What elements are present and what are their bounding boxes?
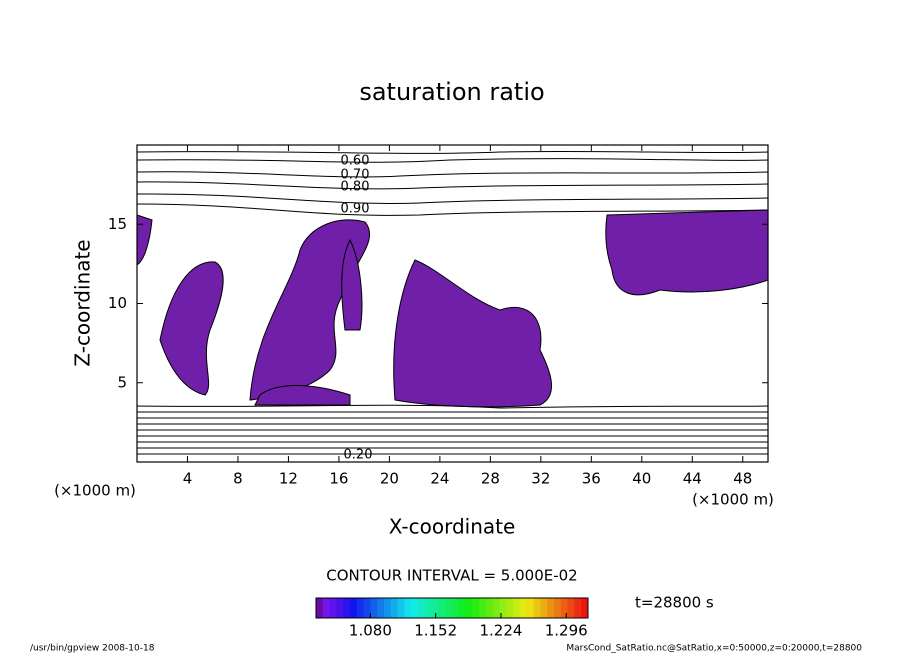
contour-label: 0.90 <box>341 202 370 217</box>
colorbar-cell <box>411 598 419 618</box>
colorbar-cell <box>384 598 392 618</box>
x-tick-label: 24 <box>430 470 449 488</box>
x-axis-label: X-coordinate <box>389 515 516 539</box>
colorbar-cell <box>520 598 528 618</box>
colorbar-cell <box>424 598 433 618</box>
colorbar-cell <box>458 598 467 618</box>
footer-left: /usr/bin/gpview 2008-10-18 <box>30 644 155 654</box>
colorbar-cell <box>574 598 582 618</box>
time-label: t=28800 s <box>635 594 714 612</box>
colorbar-cell <box>479 598 487 618</box>
colorbar-cell <box>343 598 351 618</box>
y-tick-label: 10 <box>108 294 127 312</box>
y-tick-label: 15 <box>108 215 127 233</box>
colorbar-tick-label: 1.296 <box>545 622 588 640</box>
colorbar-cell <box>329 598 337 618</box>
colorbar-cell <box>513 598 521 618</box>
colorbar-cell <box>445 598 453 618</box>
colorbar-cell <box>336 598 344 618</box>
contour-label: 0.60 <box>341 154 370 169</box>
contour-label: 0.70 <box>341 168 370 183</box>
colorbar-cell <box>567 598 575 618</box>
x-tick-label: 16 <box>329 470 348 488</box>
y-axis-label: Z-coordinate <box>71 239 95 366</box>
contour-lines <box>136 150 769 455</box>
colorbar-cell <box>560 598 569 618</box>
colorbar-cell <box>472 598 480 618</box>
colorbar-cell <box>581 598 589 618</box>
x-tick-label: 36 <box>582 470 601 488</box>
contour-label: 0.20 <box>344 448 373 463</box>
x-tick-label: 28 <box>481 470 500 488</box>
colorbar-frame <box>315 597 589 619</box>
colorbar-cell <box>492 598 501 618</box>
y-tick-label: 5 <box>117 373 127 391</box>
footer-right: MarsCond_SatRatio.nc@SatRatio,x=0:50000,… <box>566 644 862 654</box>
colorbar-cell <box>540 598 548 618</box>
colorbar-cell <box>465 598 473 618</box>
colorbar-cell <box>547 598 555 618</box>
colorbar-cell <box>431 598 439 618</box>
colorbar-cell <box>370 598 378 618</box>
colorbar-cell <box>486 598 494 618</box>
colorbar-cell <box>390 598 399 618</box>
colorbar-tick-label: 1.152 <box>414 622 457 640</box>
colorbar-cell <box>363 598 371 618</box>
x-tick-label: 20 <box>380 470 399 488</box>
colorbar-tick-label: 1.080 <box>349 622 392 640</box>
colorbar-tick-label: 1.224 <box>479 622 522 640</box>
colorbar-cell <box>350 598 358 618</box>
x-tick-label: 48 <box>733 470 752 488</box>
colorbar-cell <box>322 598 331 618</box>
y-unit: (×1000 m) <box>54 482 136 500</box>
x-tick-label: 40 <box>632 470 651 488</box>
chart-title: saturation ratio <box>359 78 544 106</box>
colorbar-cell <box>356 598 365 618</box>
colorbar-cell <box>316 598 324 618</box>
colorbar-cell <box>506 598 514 618</box>
colorbar-cell <box>404 598 412 618</box>
colorbar-cell <box>377 598 385 618</box>
colorbar-cell <box>397 598 405 618</box>
x-unit: (×1000 m) <box>692 491 774 509</box>
colorbar-cell <box>533 598 541 618</box>
purple-regions <box>136 209 769 408</box>
contour-interval: CONTOUR INTERVAL = 5.000E-02 <box>326 567 577 585</box>
colorbar-cell <box>438 598 446 618</box>
x-tick-label: 8 <box>233 470 243 488</box>
x-tick-label: 4 <box>183 470 193 488</box>
x-tick-label: 12 <box>279 470 298 488</box>
colorbar-cell <box>452 598 460 618</box>
colorbar-cell <box>418 598 426 618</box>
x-tick-label: 32 <box>531 470 550 488</box>
colorbar-cell <box>554 598 562 618</box>
x-tick-label: 44 <box>683 470 702 488</box>
contour-label: 0.80 <box>341 180 370 195</box>
colorbar-cell <box>499 598 507 618</box>
colorbar-cell <box>526 598 535 618</box>
